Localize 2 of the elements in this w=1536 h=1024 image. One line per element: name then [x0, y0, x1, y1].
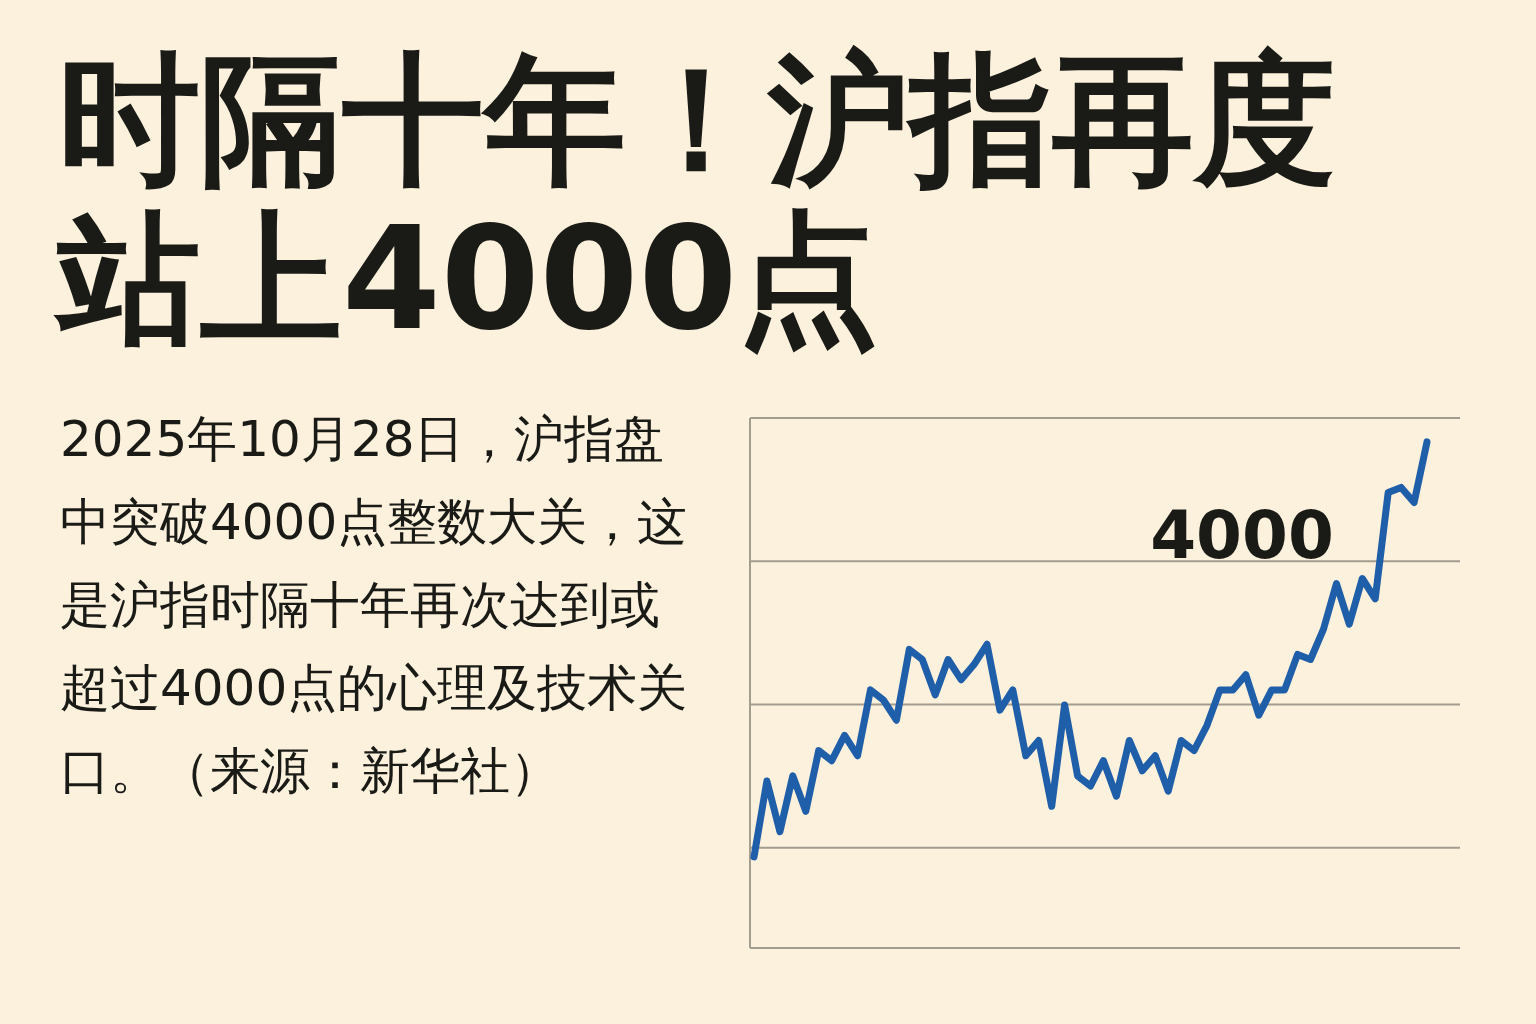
annotation: 4000	[1150, 497, 1334, 574]
text: 2025年10月28日，沪指盘中突破4000点整数大关，这是沪指时隔十年再次达到或超过4000点的心理及技术关口。（来源：新华社）	[60, 409, 689, 802]
